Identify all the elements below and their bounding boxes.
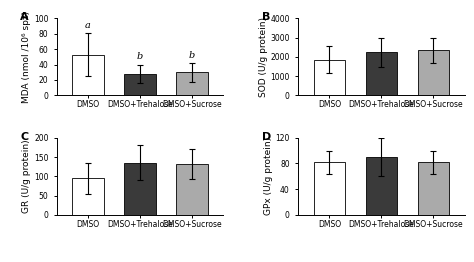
Bar <box>314 162 345 215</box>
Bar <box>176 164 208 215</box>
Y-axis label: GPx (U/g protein): GPx (U/g protein) <box>264 137 273 215</box>
Y-axis label: MDA (nmol /10⁶ spz): MDA (nmol /10⁶ spz) <box>22 11 31 103</box>
Bar <box>73 54 104 95</box>
Bar <box>366 157 397 215</box>
Bar <box>418 162 449 215</box>
Text: B: B <box>262 12 270 22</box>
Text: a: a <box>85 21 91 30</box>
Bar <box>73 178 104 215</box>
Text: D: D <box>262 132 271 142</box>
Bar <box>125 74 155 95</box>
Bar <box>125 163 155 215</box>
Bar <box>176 72 208 95</box>
Bar <box>314 60 345 95</box>
Text: A: A <box>20 12 29 22</box>
Y-axis label: GR (U/g protein): GR (U/g protein) <box>22 139 31 213</box>
Bar <box>418 50 449 95</box>
Text: C: C <box>20 132 28 142</box>
Text: b: b <box>189 51 195 60</box>
Bar <box>366 52 397 95</box>
Text: b: b <box>137 52 143 62</box>
Y-axis label: SOD (U/g protein): SOD (U/g protein) <box>258 17 267 97</box>
